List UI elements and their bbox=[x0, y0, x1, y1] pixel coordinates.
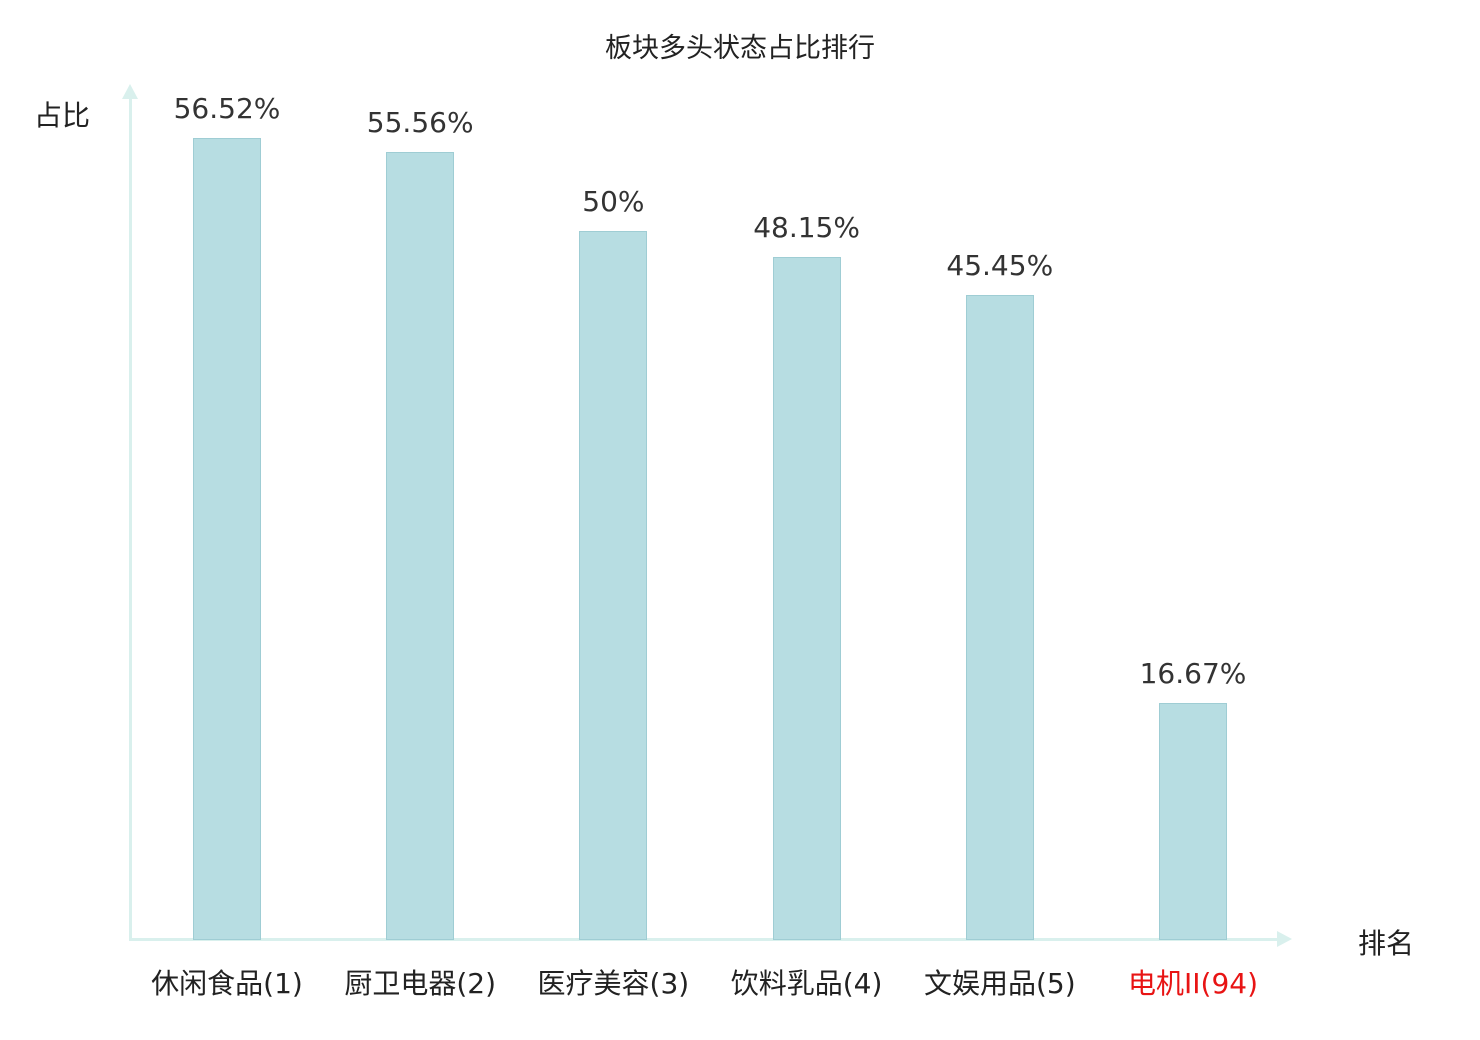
bar-value-label: 48.15% bbox=[753, 210, 860, 244]
bar[interactable] bbox=[1159, 703, 1227, 940]
bar-value-label: 56.52% bbox=[173, 91, 281, 125]
bar-category-label: 电机II(94) bbox=[1128, 967, 1258, 1000]
x-axis-arrow-icon bbox=[1277, 931, 1292, 947]
x-axis-label: 排名 bbox=[1358, 927, 1415, 960]
x-axis-line bbox=[129, 938, 1279, 941]
bar[interactable] bbox=[965, 295, 1034, 940]
bar-category-label: 文娱用品(5) bbox=[923, 967, 1076, 1000]
bar-value-label: 55.56% bbox=[366, 105, 474, 139]
y-axis-label: 占比 bbox=[34, 99, 91, 132]
y-axis-arrow-icon bbox=[122, 84, 138, 99]
bar-value-label: 50% bbox=[582, 184, 645, 218]
bar-value-label: 45.45% bbox=[946, 249, 1054, 283]
bar[interactable] bbox=[772, 256, 841, 940]
bar[interactable] bbox=[579, 230, 648, 940]
bar-category-label: 饮料乳品(4) bbox=[730, 967, 883, 1000]
bar-value-label: 16.67% bbox=[1139, 657, 1247, 691]
bar-category-label: 休闲食品(1) bbox=[151, 967, 303, 1000]
bar[interactable] bbox=[193, 137, 261, 940]
bar-category-label: 医疗美容(3) bbox=[537, 967, 690, 1000]
y-axis-line bbox=[129, 98, 132, 940]
chart-title: 板块多头状态占比排行 bbox=[605, 33, 875, 64]
bar[interactable] bbox=[386, 151, 455, 940]
bar-category-label: 厨卫电器(2) bbox=[344, 967, 497, 1000]
